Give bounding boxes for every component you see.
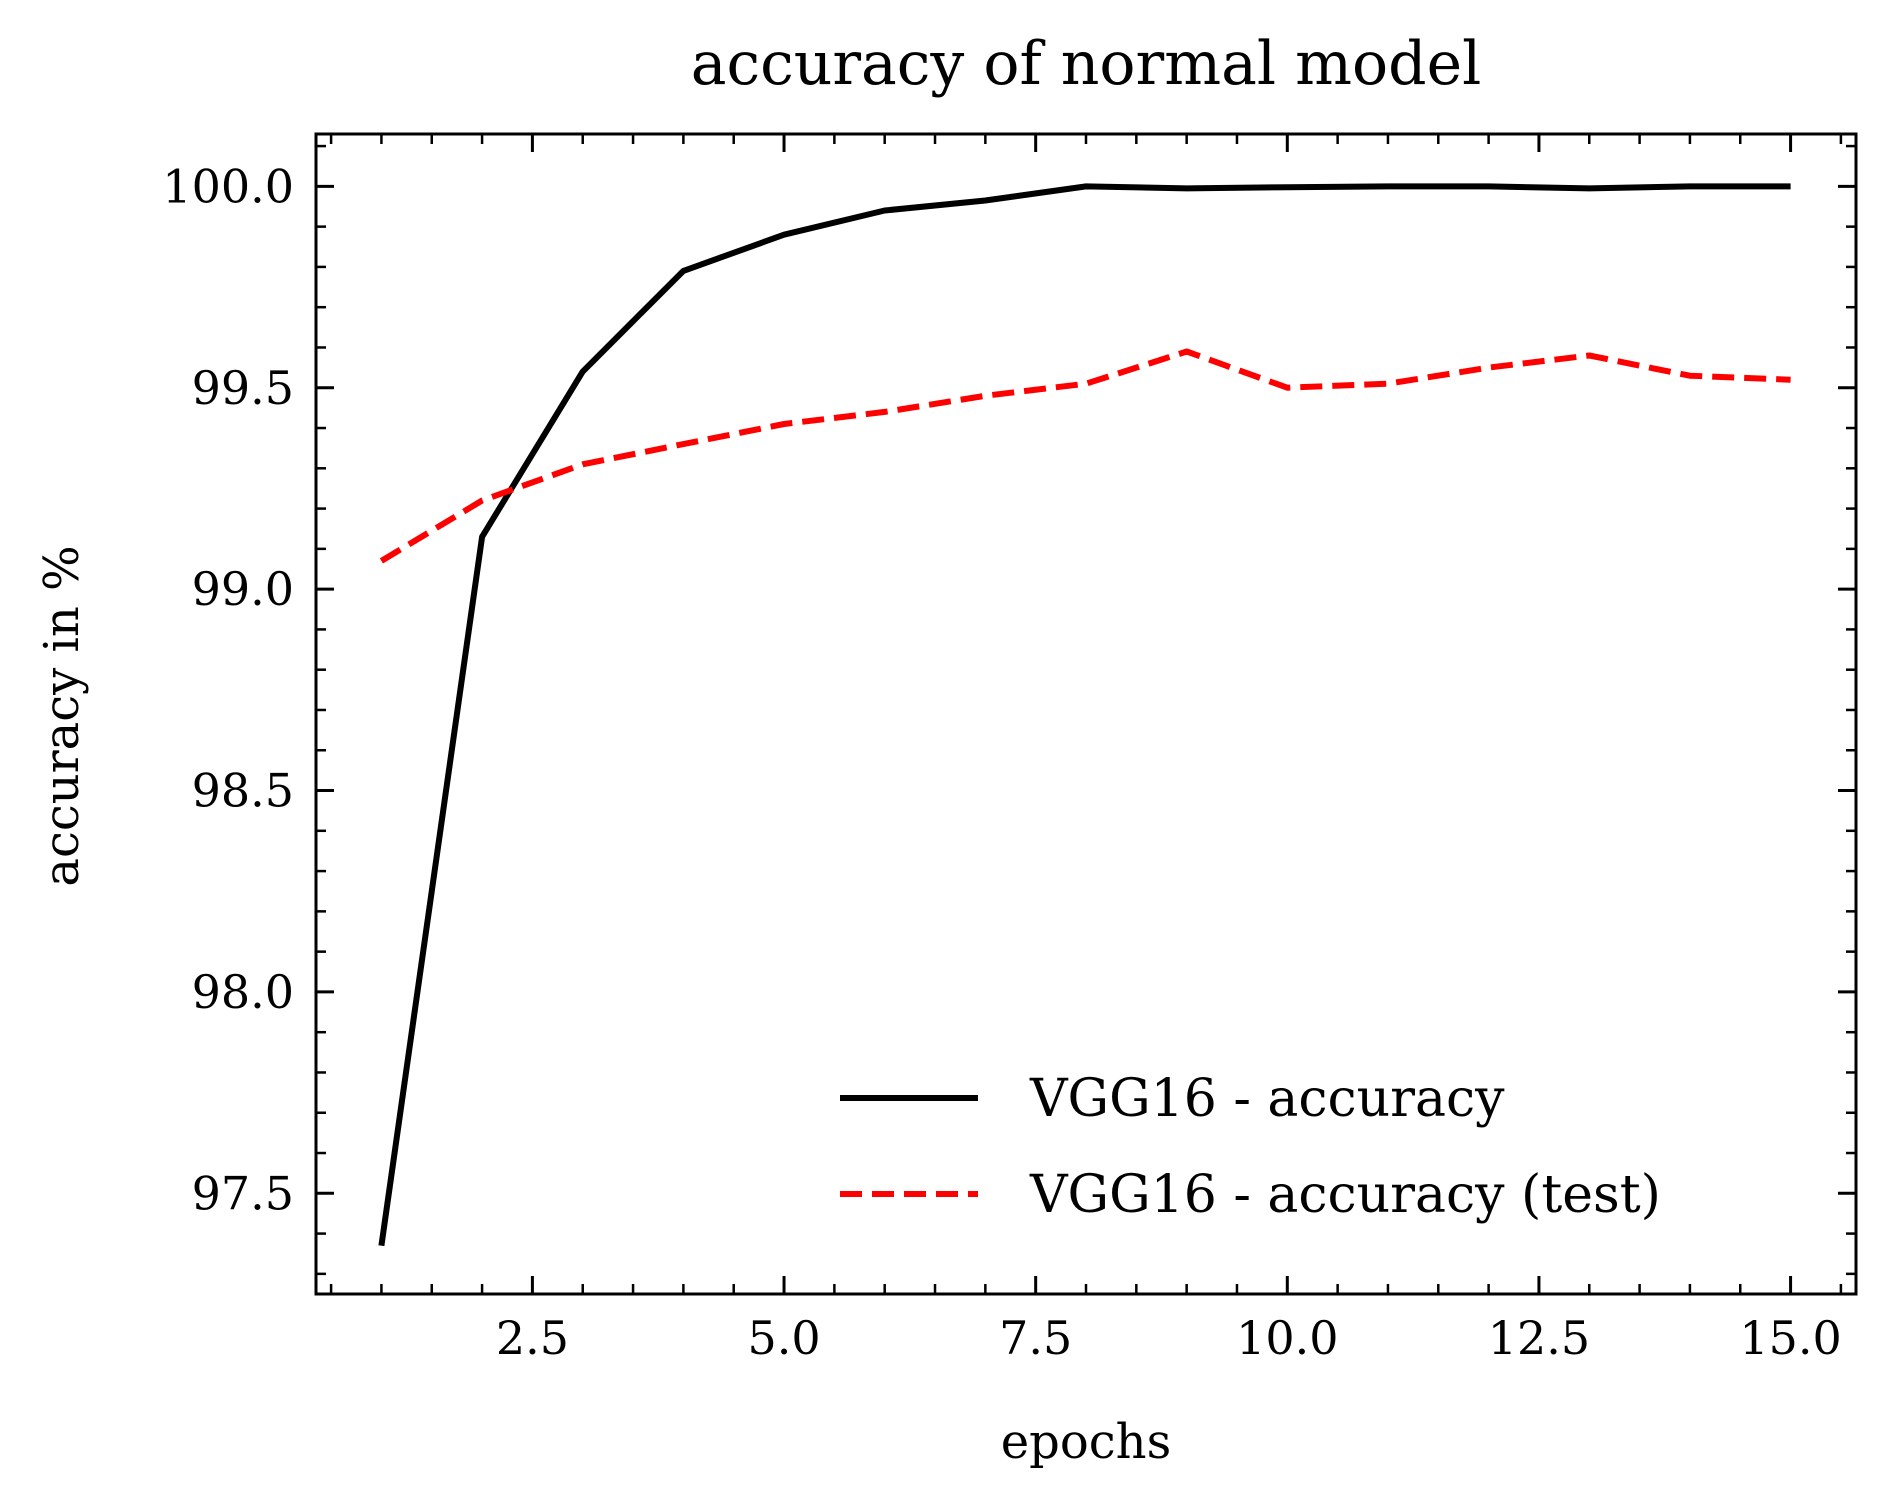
- x-tick-label: 10.0: [1236, 1311, 1338, 1365]
- x-tick-labels: 2.5 5.0 7.5 10.0 12.5 15.0: [496, 1311, 1842, 1365]
- y-tick-label: 100.0: [162, 159, 294, 213]
- series-line-1: [379, 348, 1791, 564]
- x-tick-label: 7.5: [999, 1311, 1072, 1365]
- y-tick-label: 97.5: [192, 1166, 294, 1220]
- legend-label-accuracy-test: VGG16 - accuracy (test): [1029, 1165, 1661, 1225]
- y-tick-label: 98.5: [192, 764, 294, 818]
- chart-title: accuracy of normal model: [691, 29, 1482, 99]
- legend: VGG16 - accuracy VGG16 - accuracy (test): [840, 1069, 1661, 1225]
- tick-layer: [316, 134, 1856, 1294]
- y-tick-label: 98.0: [192, 965, 294, 1019]
- y-tick-labels: 97.5 98.0 98.5 99.0 99.5 100.0: [162, 159, 294, 1220]
- plot-frame: [314, 132, 1858, 1296]
- y-tick-label: 99.0: [192, 562, 294, 616]
- x-tick-label: 5.0: [747, 1311, 820, 1365]
- y-axis-label: accuracy in %: [34, 545, 90, 886]
- series-line-0: [378, 183, 1791, 1247]
- plot-area: [314, 132, 1858, 1296]
- x-tick-label: 15.0: [1739, 1311, 1841, 1365]
- x-tick-label: 12.5: [1488, 1311, 1590, 1365]
- x-axis-label: epochs: [1001, 1414, 1171, 1470]
- legend-label-accuracy: VGG16 - accuracy: [1029, 1069, 1505, 1129]
- x-tick-label: 2.5: [496, 1311, 569, 1365]
- series-layer: [378, 183, 1791, 1247]
- y-tick-label: 99.5: [192, 361, 294, 415]
